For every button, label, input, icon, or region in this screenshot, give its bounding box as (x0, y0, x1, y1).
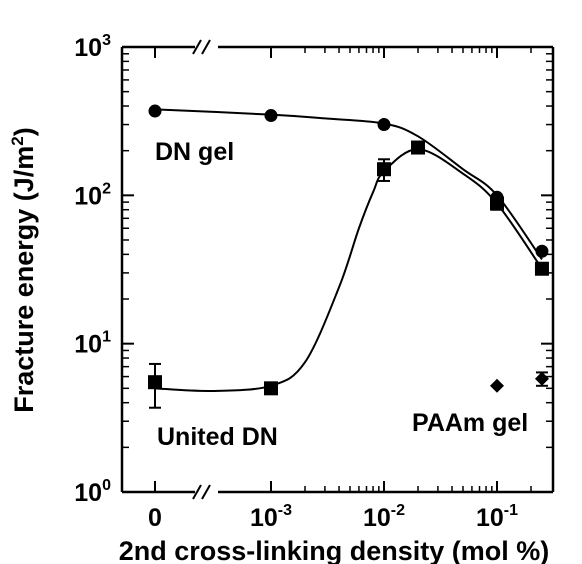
series-label-paam-gel: PAAm gel (412, 409, 528, 437)
data-point-dn-gel (535, 244, 549, 258)
y-tick-label: 100 (74, 477, 111, 507)
fit-curve (154, 108, 543, 260)
x-axis-ticks: 0 10-3 10-2 10-1 (148, 47, 532, 532)
series-label-dn-gel: DN gel (155, 138, 234, 166)
data-point-united-dn (264, 381, 278, 396)
data-point-dn-gel (377, 118, 391, 132)
axis-break-bottom (192, 484, 211, 500)
data-point-united-dn (490, 196, 504, 211)
y-axis-ticks: 100 101 102 103 (74, 32, 553, 507)
data-point-dn-gel (264, 109, 278, 123)
break-slash (192, 484, 202, 500)
x-tick-label: 10-1 (476, 502, 518, 532)
x-axis-label: 2nd cross-linking density (mol %) (119, 536, 550, 564)
x-tick-label: 10-2 (363, 502, 405, 532)
y-tick-label: 101 (74, 329, 111, 359)
axis-break-top (192, 39, 211, 55)
data-point-united-dn (148, 375, 162, 390)
data-point-paam-gel (534, 371, 549, 386)
break-slash (192, 39, 202, 55)
break-slash (201, 39, 211, 55)
data-point-dn-gel (148, 104, 162, 118)
y-tick-label: 102 (74, 180, 111, 210)
data-point-united-dn (411, 140, 426, 155)
x-tick-label: 10-3 (250, 502, 292, 532)
y-axis-label: Fracture energy (J/m2) (8, 127, 39, 413)
series-label-united-dn: United DN (157, 423, 278, 451)
fit-curve (154, 148, 543, 392)
data-point-united-dn (377, 162, 391, 177)
x-tick-label: 0 (148, 504, 162, 532)
break-slash (201, 484, 211, 500)
data-point-paam-gel (490, 378, 504, 393)
data-points (148, 104, 549, 409)
data-point-united-dn (534, 261, 549, 276)
y-tick-label: 103 (74, 32, 111, 62)
